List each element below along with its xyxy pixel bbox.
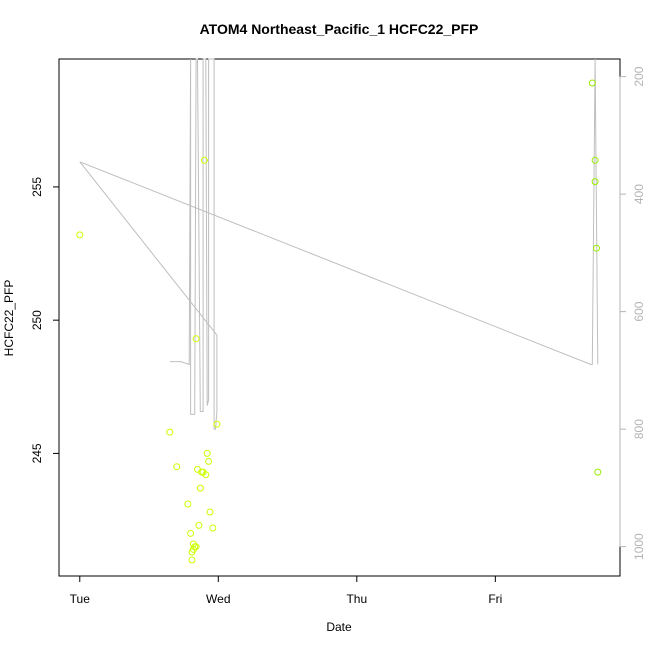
data-point — [187, 529, 195, 537]
x-tick-label: Fri — [488, 592, 502, 606]
data-point — [195, 521, 203, 529]
y-tick-label: 250 — [30, 310, 44, 330]
x-axis: Tue Wed Thu Fri — [70, 575, 502, 606]
y2-tick-label: 200 — [632, 66, 646, 86]
data-point — [593, 244, 600, 252]
data-point — [189, 540, 197, 548]
data-point — [594, 468, 602, 476]
y-axis: 245 250 255 — [30, 177, 60, 463]
data-point — [184, 500, 192, 508]
chart-title: ATOM4 Northeast_Pacific_1 HCFC22_PFP — [200, 21, 479, 37]
plot-area — [58, 58, 621, 577]
data-point — [202, 471, 210, 479]
data-point — [209, 524, 217, 532]
data-point — [206, 508, 214, 516]
data-point — [173, 463, 181, 471]
y-tick-label: 245 — [30, 443, 44, 463]
x-tick-label: Thu — [346, 592, 367, 606]
data-point — [200, 156, 208, 164]
pressure-lines — [79, 58, 599, 430]
data-point — [166, 428, 174, 436]
data-point — [188, 548, 196, 556]
pressure-line — [79, 58, 599, 365]
y-tick-label: 255 — [30, 177, 44, 197]
data-point — [591, 178, 599, 186]
data-points — [76, 79, 602, 564]
y2-tick-label: 800 — [632, 419, 646, 439]
y2-tick-label: 400 — [632, 184, 646, 204]
x-axis-label: Date — [326, 620, 352, 634]
x-tick-label: Wed — [206, 592, 230, 606]
data-point — [588, 79, 596, 87]
data-point — [188, 556, 196, 564]
data-point — [196, 484, 204, 492]
y2-tick-label: 1000 — [632, 533, 646, 560]
data-point — [203, 449, 211, 457]
data-point — [213, 420, 221, 428]
y2-axis: 200 400 600 800 1000 — [619, 66, 646, 560]
x-tick-label: Tue — [70, 592, 91, 606]
y2-tick-label: 600 — [632, 301, 646, 321]
y-axis-label: HCFC22_PFP — [2, 280, 16, 357]
data-point — [76, 231, 84, 239]
data-point — [591, 156, 599, 164]
data-point — [205, 457, 213, 465]
data-point — [192, 335, 200, 343]
pressure-line — [79, 58, 218, 430]
